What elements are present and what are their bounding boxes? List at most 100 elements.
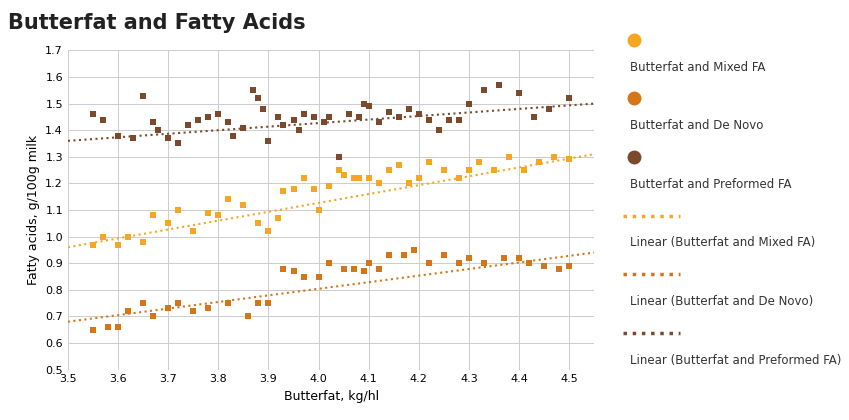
Point	[397, 252, 411, 259]
Point	[562, 95, 576, 102]
Point	[357, 268, 370, 275]
Point	[527, 113, 541, 120]
Point	[237, 124, 250, 131]
Point	[503, 153, 516, 160]
Point	[492, 81, 506, 88]
Point	[272, 215, 285, 221]
Point	[201, 113, 215, 120]
Point	[297, 273, 311, 280]
Point	[201, 209, 215, 216]
Point	[453, 260, 466, 267]
Point	[256, 105, 270, 112]
Point	[347, 265, 361, 272]
Point	[543, 105, 556, 112]
Point	[322, 183, 335, 189]
Point	[332, 167, 346, 173]
Point	[277, 265, 290, 272]
Point	[453, 116, 466, 123]
Point	[372, 265, 385, 272]
Point	[272, 113, 285, 120]
Point	[192, 116, 205, 123]
Point	[151, 127, 165, 134]
Point	[121, 233, 135, 240]
Point	[137, 239, 150, 245]
Point	[422, 260, 436, 267]
Y-axis label: Fatty acids, g/100g milk: Fatty acids, g/100g milk	[27, 135, 40, 285]
Point	[372, 119, 385, 126]
Point	[87, 111, 100, 118]
Point	[412, 175, 425, 181]
Point	[171, 140, 185, 147]
Point	[442, 116, 456, 123]
Point	[322, 113, 335, 120]
Point	[332, 153, 346, 160]
Point	[251, 95, 265, 102]
Point	[462, 255, 475, 261]
Point	[537, 262, 551, 269]
Point	[251, 300, 265, 307]
Point	[261, 300, 275, 307]
Point	[351, 113, 365, 120]
Point	[187, 308, 200, 315]
Point	[462, 100, 475, 107]
Point	[182, 121, 195, 128]
Text: Butterfat and De Novo: Butterfat and De Novo	[630, 119, 763, 132]
Point	[347, 175, 361, 181]
Point	[222, 300, 235, 307]
Point	[137, 92, 150, 99]
Point	[137, 300, 150, 307]
Point	[317, 119, 330, 126]
Point	[261, 228, 275, 235]
Point	[171, 300, 185, 307]
Point	[362, 175, 375, 181]
Point	[372, 180, 385, 187]
Point	[512, 89, 526, 96]
Point	[532, 159, 546, 165]
Point	[517, 167, 531, 173]
Point	[392, 113, 406, 120]
Point	[422, 116, 436, 123]
Point	[211, 111, 225, 118]
Point	[251, 220, 265, 227]
Point	[422, 159, 436, 165]
Point	[246, 87, 260, 94]
Point	[222, 119, 235, 126]
Point	[201, 305, 215, 312]
Point	[553, 265, 566, 272]
Point	[382, 167, 396, 173]
Point	[462, 167, 475, 173]
Point	[402, 105, 416, 112]
Point	[146, 119, 160, 126]
Point	[498, 255, 511, 261]
Point	[242, 313, 256, 320]
Point	[101, 324, 115, 331]
Point	[87, 326, 100, 333]
Text: Linear (Butterfat and Preformed FA): Linear (Butterfat and Preformed FA)	[630, 354, 841, 367]
Point	[477, 87, 491, 94]
Point	[342, 111, 356, 118]
Point	[312, 273, 325, 280]
Point	[522, 260, 536, 267]
X-axis label: Butterfat, kg/hl: Butterfat, kg/hl	[284, 390, 379, 403]
Point	[96, 116, 110, 123]
Point	[297, 175, 311, 181]
Text: Linear (Butterfat and Mixed FA): Linear (Butterfat and Mixed FA)	[630, 236, 815, 249]
Point	[437, 167, 451, 173]
Point	[472, 159, 486, 165]
Point	[161, 220, 175, 227]
Point	[548, 153, 561, 160]
Point	[337, 265, 351, 272]
Point	[161, 305, 175, 312]
Point	[111, 241, 125, 248]
Point	[87, 241, 100, 248]
Point	[237, 201, 250, 208]
Point	[392, 161, 406, 168]
Point	[96, 233, 110, 240]
Point	[432, 127, 446, 134]
Point	[402, 180, 416, 187]
Point	[277, 121, 290, 128]
Point	[146, 313, 160, 320]
Point	[412, 111, 425, 118]
Point	[146, 212, 160, 219]
Point	[227, 132, 240, 139]
